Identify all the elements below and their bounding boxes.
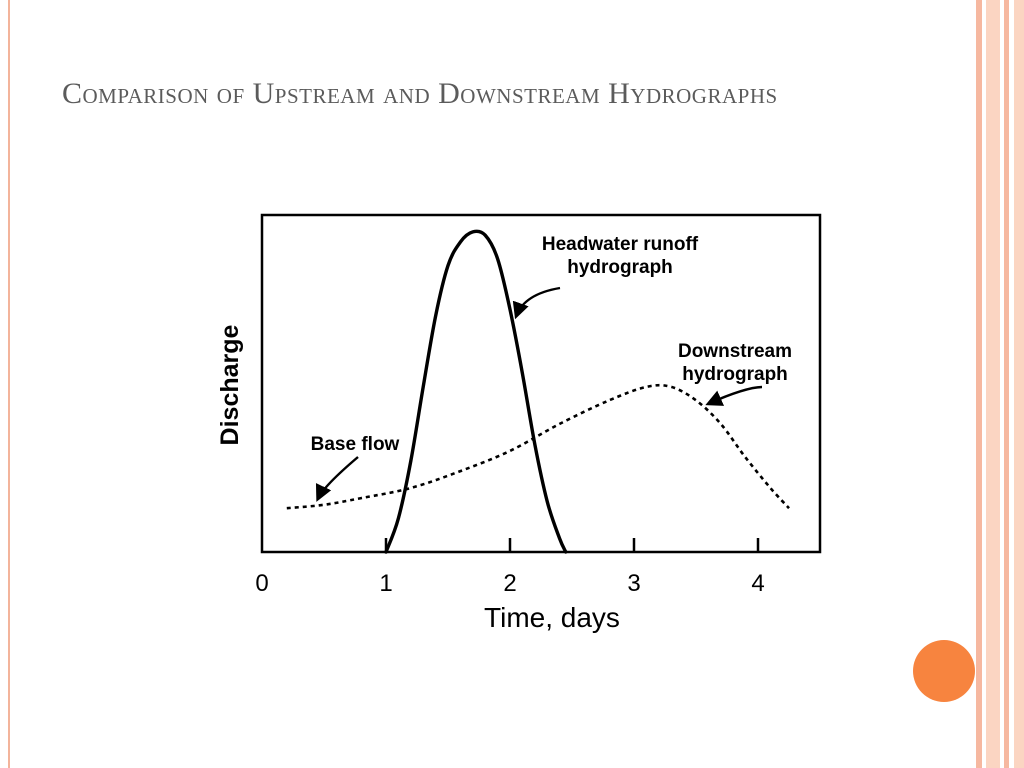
x-tick-label: 2	[503, 570, 516, 597]
stripe-wide	[986, 0, 1000, 768]
annotation-downstream-line: Downstream	[678, 341, 792, 362]
x-tick-label: 0	[255, 570, 268, 597]
stripe-inner	[1004, 0, 1009, 768]
x-tick-label: 4	[751, 570, 764, 597]
left-accent-rule	[8, 0, 10, 768]
annotation-headwater-line: Headwater runoff	[542, 234, 699, 255]
annotation-downstream-line: hydrograph	[682, 364, 788, 385]
annotation-base-line: Base flow	[311, 434, 400, 455]
x-tick-label: 3	[627, 570, 640, 597]
stripe-edge	[1014, 0, 1024, 768]
annotation-base-label: Base flow	[311, 434, 400, 455]
annotation-headwater-label: Headwater runoff hydrograph	[542, 234, 699, 278]
slide-title: Comparison of Upstream and Downstream Hy…	[62, 77, 778, 110]
annotation-headwater-arrow	[512, 286, 561, 320]
plot-frame	[260, 213, 822, 554]
annotation-headwater-line: hydrograph	[567, 257, 673, 278]
right-decorative-stripes	[976, 0, 1024, 768]
x-axis-label: Time, days	[484, 602, 620, 633]
y-axis-label: Discharge	[216, 324, 244, 445]
x-tick-label: 1	[379, 570, 392, 597]
stripe-outer	[976, 0, 982, 768]
annotation-downstream-arrow	[705, 385, 763, 406]
annotation-base-arrow	[315, 456, 359, 502]
headwater-runoff-curve	[384, 229, 568, 554]
accent-circle	[913, 640, 975, 702]
annotation-downstream-label: Downstream hydrograph	[678, 341, 792, 385]
downstream-curve	[286, 383, 790, 510]
